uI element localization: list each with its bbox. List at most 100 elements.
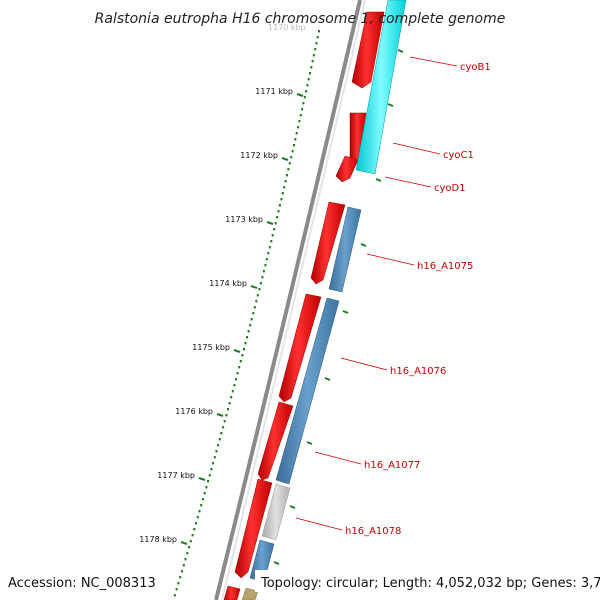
scale-dot: [207, 480, 210, 483]
outer-tick-track: [273, 49, 404, 565]
scale-dot: [255, 300, 258, 303]
scale-dot: [309, 72, 311, 75]
scale-dot: [223, 420, 226, 423]
scale-dot: [284, 180, 287, 183]
kbp-tick: [180, 541, 188, 545]
scale-dot: [290, 156, 293, 159]
scale-dot: [228, 402, 231, 405]
scale-dot: [241, 354, 244, 357]
scale-dot: [182, 564, 185, 567]
scale-dot: [233, 384, 236, 387]
scale-dot: [303, 96, 306, 99]
scale-dot: [261, 276, 264, 279]
cds-arrow: [335, 155, 359, 183]
scale-dot: [215, 450, 218, 453]
scale-dot: [301, 108, 304, 111]
scale-dot: [196, 516, 199, 519]
scale-dot: [205, 486, 208, 489]
scale-dot: [306, 84, 309, 87]
scale-dot: [236, 372, 239, 375]
gene-label[interactable]: h16_A1075: [417, 261, 473, 272]
gene-label[interactable]: cyoD1: [434, 183, 466, 194]
scale-dot: [310, 66, 313, 69]
scale-dot: [195, 522, 197, 525]
scale-dot: [307, 78, 310, 81]
cds-arrow: [257, 401, 294, 481]
map-title: Ralstonia eutropha H16 chromosome 1, com…: [95, 11, 506, 27]
forward-cds-track: [223, 11, 385, 600]
scale-dot: [189, 540, 192, 543]
scale-dot: [270, 240, 273, 243]
kbp-label: 1173 kbp: [225, 215, 263, 224]
scale-dot: [312, 54, 315, 57]
backbone-inner: [221, 0, 366, 600]
gene-label[interactable]: cyoC1: [443, 150, 474, 161]
scale-dot: [246, 336, 249, 339]
footer-backdrop: [255, 570, 595, 592]
scale-dot: [253, 306, 256, 309]
scale-dot: [298, 120, 301, 123]
kbp-label: 1174 kbp: [209, 279, 247, 288]
scale-dot: [280, 198, 283, 201]
scale-dot: [294, 138, 297, 141]
gene-label[interactable]: h16_A1078: [345, 526, 401, 537]
topology-text: Topology: circular; Length: 4,052,032 bp…: [260, 576, 600, 591]
scale-dot: [179, 576, 182, 579]
scale-dot: [230, 396, 233, 399]
kbp-tick: [281, 157, 289, 161]
scale-dot: [193, 528, 196, 531]
scale-dot: [213, 456, 216, 459]
scale-dot: [267, 252, 270, 255]
scale-dot: [287, 168, 290, 171]
scale-dot: [314, 48, 317, 51]
kbp-tick: [266, 221, 274, 225]
scale-dot: [299, 114, 302, 117]
scale-dot: [201, 498, 204, 501]
kbp-label: 1178 kbp: [139, 535, 177, 544]
scale-dot: [198, 510, 201, 513]
scale-dot: [291, 150, 294, 153]
scale-dot: [210, 468, 213, 471]
scale-dot: [250, 318, 253, 321]
scale-dot: [191, 534, 194, 537]
gene-label[interactable]: h16_A1076: [390, 366, 446, 377]
scale-dot: [271, 234, 274, 237]
scale-dot: [212, 462, 215, 465]
cds-arrow: [310, 201, 346, 285]
scale-dot: [173, 594, 176, 597]
scale-dot: [177, 582, 180, 585]
scale-dot: [227, 408, 229, 411]
scale-dot: [264, 264, 267, 267]
scale-dot: [318, 30, 320, 33]
scale-dot: [305, 90, 308, 93]
scale-dot: [277, 210, 280, 213]
kbp-label: 1177 kbp: [157, 471, 195, 480]
scale-dot: [244, 342, 247, 345]
kbp-label: 1175 kbp: [192, 343, 230, 352]
gene-label-group: [295, 56, 458, 531]
steelblue-feature: [328, 206, 362, 293]
gene-label[interactable]: cyoB1: [460, 62, 491, 73]
scale-dot: [225, 414, 228, 417]
gene-label[interactable]: h16_A1077: [364, 460, 420, 471]
scale-dot: [175, 588, 178, 591]
scale-dot: [256, 294, 259, 297]
kbp-scale: 1171 kbp 1172 kbp 1173 kbp 1174 kbp 1175 kbp…: [139, 87, 304, 545]
steelblue-feature: [275, 297, 340, 485]
cyan-feature: [355, 0, 407, 175]
scale-dot: [235, 378, 237, 381]
kbp-tick: [198, 477, 206, 481]
scale-dot: [239, 360, 242, 363]
grey-feature: [261, 483, 291, 541]
tan-feature: [241, 587, 259, 600]
scale-dot: [231, 390, 234, 393]
backbone-outer: [214, 0, 362, 600]
scale-dot: [297, 126, 300, 129]
scale-dot: [184, 558, 187, 561]
scale-dot: [217, 444, 220, 447]
scale-dot: [188, 546, 191, 549]
kbp-tick: [216, 413, 224, 417]
scale-dot: [186, 552, 189, 555]
scale-dot: [243, 348, 245, 351]
